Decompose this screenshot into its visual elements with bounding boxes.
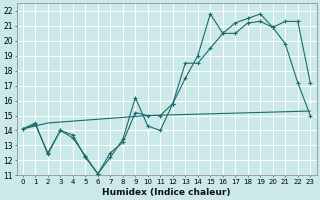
X-axis label: Humidex (Indice chaleur): Humidex (Indice chaleur) xyxy=(102,188,231,197)
